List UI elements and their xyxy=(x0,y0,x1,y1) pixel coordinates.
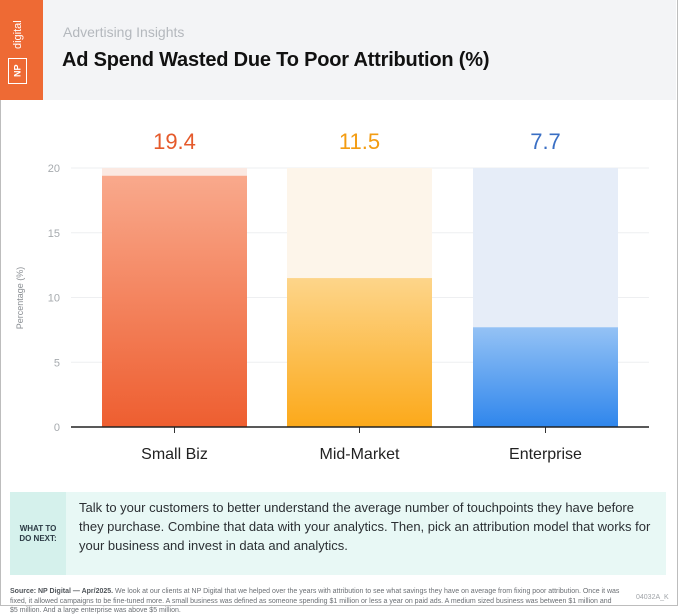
subtitle: Advertising Insights xyxy=(63,24,185,40)
category-label: Mid-Market xyxy=(319,446,400,463)
logo-np-box: NP xyxy=(8,58,27,84)
tip-text: Talk to your customers to better underst… xyxy=(79,500,651,553)
category-label: Enterprise xyxy=(509,446,582,463)
tip-label: WHAT TO DO NEXT: xyxy=(10,492,66,575)
chart-code: 04032A_K xyxy=(636,594,669,601)
y-axis-label: Percentage (%) xyxy=(15,267,25,330)
tip-label-line1: WHAT TO xyxy=(19,523,57,533)
tip-label-line2: DO NEXT: xyxy=(19,533,57,543)
y-tick-label: 15 xyxy=(48,228,60,240)
source-label: Source: NP Digital — Apr/2025. xyxy=(10,588,114,595)
header: digital NP Advertising Insights Ad Spend… xyxy=(0,0,676,100)
bar-chart: 0 5 10 15 20 19.4 Small Biz 11.5 Mid-Market 7.7 E… xyxy=(15,129,649,463)
y-tick-label: 5 xyxy=(54,357,60,369)
source-note: Source: NP Digital — Apr/2025. We look a… xyxy=(10,587,620,616)
bar-enterprise xyxy=(473,327,618,427)
value-label: 7.7 xyxy=(530,129,561,154)
value-label: 19.4 xyxy=(153,129,196,154)
bar-mid-market xyxy=(287,278,432,427)
category-label: Small Biz xyxy=(141,446,208,463)
y-tick-label: 20 xyxy=(48,163,60,175)
page-title: Ad Spend Wasted Due To Poor Attribution … xyxy=(62,49,490,71)
np-digital-logo: digital NP xyxy=(0,0,43,100)
bar-small-biz xyxy=(102,175,247,427)
y-tick-label: 0 xyxy=(54,422,60,434)
what-to-do-next-box: WHAT TO DO NEXT: Talk to your customers t… xyxy=(10,492,666,575)
y-tick-label: 10 xyxy=(48,293,60,305)
logo-digital-text: digital xyxy=(12,20,24,50)
value-label: 11.5 xyxy=(339,129,380,154)
